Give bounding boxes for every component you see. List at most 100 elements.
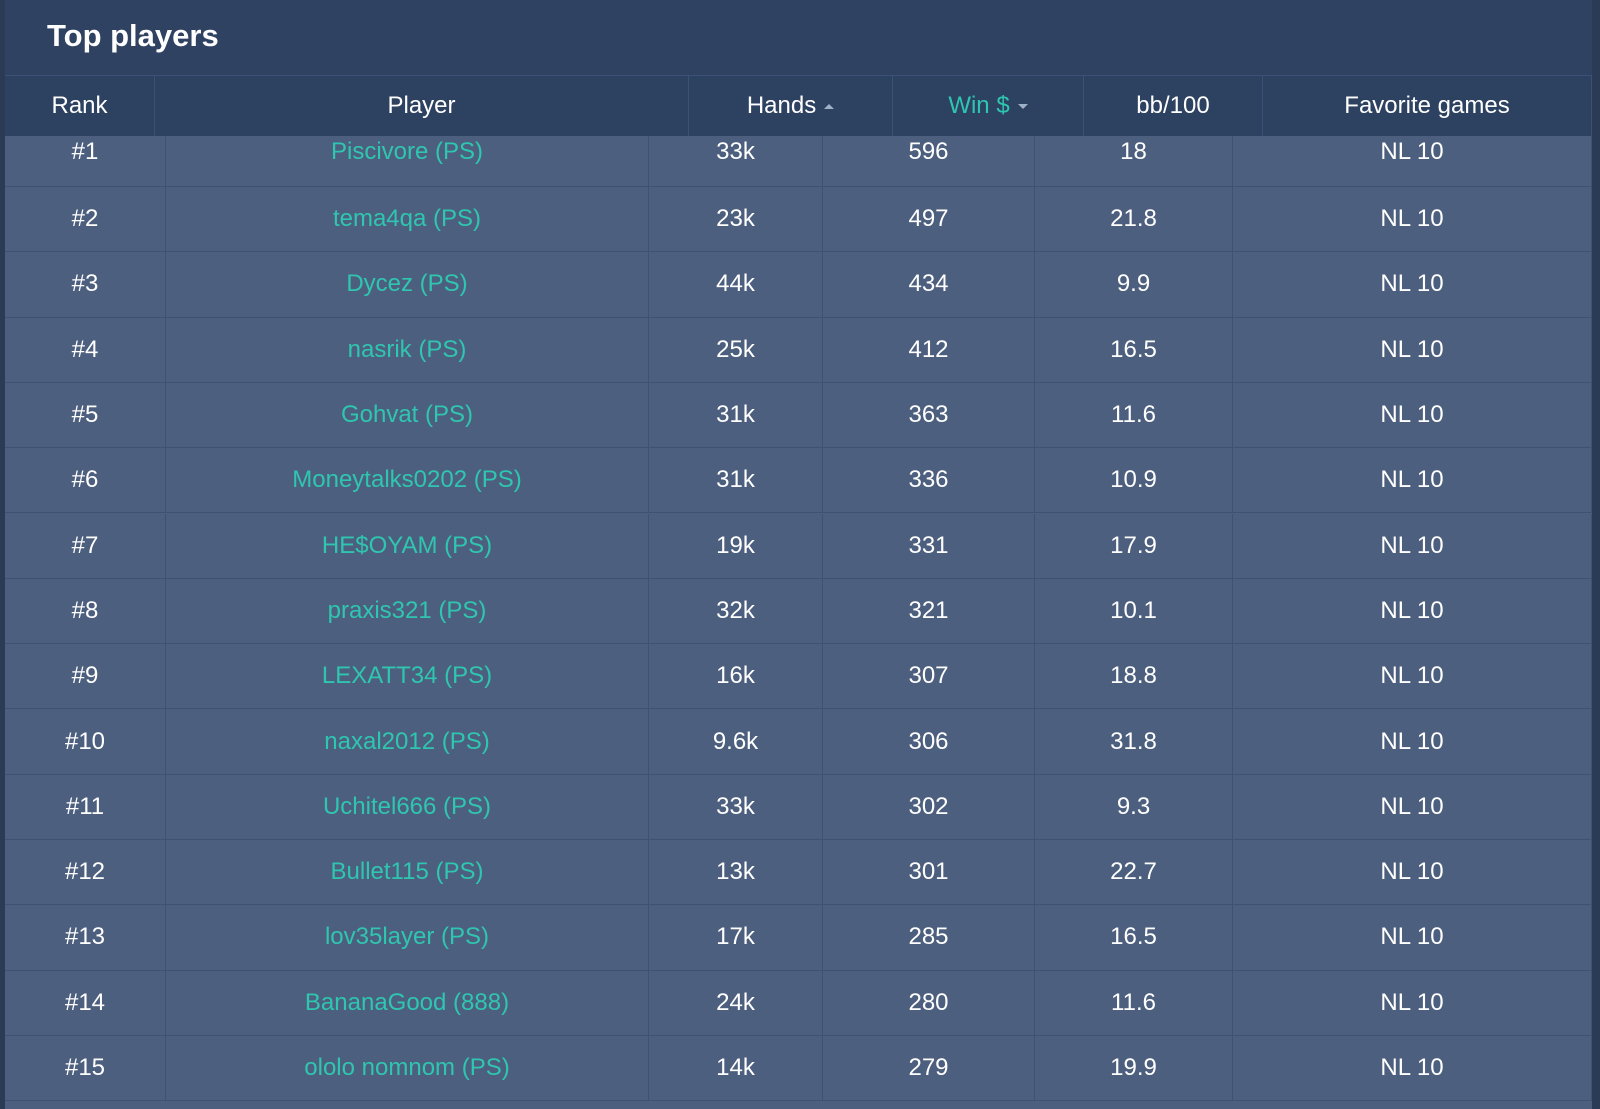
player-link[interactable]: Gohvat (PS) — [166, 382, 649, 449]
table-cell: NL 10 — [1233, 774, 1592, 840]
table-cell-text: NL 10 — [1380, 727, 1444, 755]
player-link-text[interactable]: Gohvat (PS) — [340, 401, 474, 429]
table-cell-text: #3 — [71, 270, 99, 298]
table-cell: 33k — [649, 774, 823, 840]
table-cell: 11.6 — [1035, 382, 1233, 449]
table-cell-text: 17.9 — [1110, 531, 1157, 559]
table-cell: 10.1 — [1035, 578, 1233, 645]
player-link-text[interactable]: nasrik (PS) — [347, 335, 467, 363]
table-cell-text: 32k — [716, 596, 755, 624]
table-cell: 17k — [649, 905, 823, 971]
table-cell: 31k — [649, 448, 823, 514]
table-cell: NL 10 — [1233, 1035, 1592, 1102]
column-header[interactable]: Hands — [689, 75, 893, 136]
table-cell: 301 — [823, 840, 1035, 906]
table-cell: NL 10 — [1233, 644, 1592, 710]
player-link[interactable]: Piscivore (PS) — [166, 136, 649, 187]
table-cell: 321 — [823, 578, 1035, 645]
player-link-text[interactable]: lov35layer (PS) — [324, 923, 490, 951]
column-header-text: Rank — [51, 92, 108, 119]
table-cell-text: #11 — [65, 792, 105, 820]
table-cell: NL 10 — [1233, 252, 1592, 318]
table-cell-text: 11.6 — [1111, 988, 1156, 1016]
column-header[interactable]: Win $ — [893, 75, 1084, 136]
table-cell: 23k — [649, 187, 823, 253]
table-cell-text: NL 10 — [1380, 138, 1444, 165]
table-cell-text: NL 10 — [1380, 401, 1444, 429]
player-link[interactable]: naxal2012 (PS) — [166, 709, 649, 775]
player-link[interactable]: praxis321 (PS) — [166, 578, 649, 645]
table-cell: 497 — [823, 187, 1035, 253]
panel: Top players Rank Player Hands Win $ bb/100 Fa… — [5, 0, 1592, 1109]
table-cell: 16k — [649, 644, 823, 710]
table-cell-text: 44k — [716, 270, 755, 298]
table-cell: 31k — [649, 382, 823, 449]
table-cell-text: 434 — [908, 270, 949, 298]
table-cell: NL 10 — [1233, 448, 1592, 514]
player-link-text[interactable]: LEXATT34 (PS) — [321, 662, 493, 690]
player-link-text[interactable]: Moneytalks0202 (PS) — [292, 466, 522, 494]
table-cell: 9.6k — [649, 709, 823, 775]
table-cell-text: 16.5 — [1110, 335, 1157, 363]
table-cell-text: #8 — [71, 596, 99, 624]
player-link-text[interactable]: Piscivore (PS) — [330, 138, 484, 165]
table-cell-text: 331 — [908, 531, 949, 559]
player-link-text[interactable]: Uchitel666 (PS) — [322, 792, 492, 820]
table-cell: 331 — [823, 513, 1035, 579]
table-cell: NL 10 — [1233, 513, 1592, 579]
table-cell-text: 596 — [908, 138, 949, 165]
table-cell: 306 — [823, 709, 1035, 775]
table-cell: #8 — [5, 578, 166, 645]
table-cell-text: 18.8 — [1110, 662, 1157, 690]
player-link[interactable]: Bullet115 (PS) — [166, 840, 649, 906]
table-cell-text: 33k — [716, 792, 755, 820]
table-cell-text: 336 — [908, 466, 949, 494]
table-cell-text: NL 10 — [1380, 531, 1444, 559]
table-cell: 33k — [649, 136, 823, 187]
table-cell-text: 25k — [716, 335, 755, 363]
player-link-text[interactable]: ololo nomnom (PS) — [304, 1054, 510, 1082]
player-link[interactable]: BananaGood (888) — [166, 970, 649, 1036]
player-link[interactable]: lov35layer (PS) — [166, 905, 649, 971]
table-cell: 412 — [823, 317, 1035, 383]
table-cell-text: #1 — [71, 138, 99, 165]
table-cell: 16.5 — [1035, 905, 1233, 971]
table-cell-text: #2 — [71, 205, 99, 233]
table-cell-text: 19k — [716, 531, 755, 559]
table-cell-text: NL 10 — [1380, 923, 1444, 951]
sort-arrow[interactable] — [824, 103, 835, 109]
player-link-text[interactable]: BananaGood (888) — [304, 988, 510, 1016]
player-link-text[interactable]: naxal2012 (PS) — [324, 727, 490, 755]
player-link-text[interactable]: Dycez (PS) — [346, 270, 468, 298]
player-link[interactable]: nasrik (PS) — [166, 317, 649, 383]
table-cell-text: #4 — [71, 335, 99, 363]
table-cell-text: #6 — [71, 466, 99, 494]
table-cell: 336 — [823, 448, 1035, 514]
player-link-text[interactable]: tema4qa (PS) — [332, 205, 482, 233]
table-cell-text: NL 10 — [1380, 205, 1444, 233]
player-link[interactable]: tema4qa (PS) — [166, 187, 649, 253]
player-link-text[interactable]: HE$OYAM (PS) — [321, 531, 493, 559]
table-cell: 18.8 — [1035, 644, 1233, 710]
player-link[interactable]: ololo nomnom (PS) — [166, 1035, 649, 1102]
table-cell: #14 — [5, 970, 166, 1036]
table-cell: 279 — [823, 1035, 1035, 1102]
panel-title: Top players — [47, 18, 219, 53]
player-link[interactable]: Dycez (PS) — [166, 252, 649, 318]
table-cell: 10.9 — [1035, 448, 1233, 514]
column-header-text[interactable]: Win $ — [948, 92, 1010, 119]
table-cell: 25k — [649, 317, 823, 383]
table-cell-text: 17k — [716, 923, 755, 951]
player-link-text[interactable]: Bullet115 (PS) — [330, 858, 484, 886]
player-link[interactable]: Uchitel666 (PS) — [166, 774, 649, 840]
sort-arrow[interactable] — [1017, 103, 1028, 109]
player-link[interactable]: HE$OYAM (PS) — [166, 513, 649, 579]
player-link-text[interactable]: praxis321 (PS) — [327, 596, 487, 624]
table-cell-text: 306 — [908, 727, 949, 755]
player-link[interactable]: Moneytalks0202 (PS) — [166, 448, 649, 514]
table-cell-text: 412 — [908, 335, 949, 363]
column-header-text[interactable]: Hands — [746, 92, 817, 119]
player-link[interactable]: LEXATT34 (PS) — [166, 644, 649, 710]
table-cell-text: 19.9 — [1110, 1054, 1157, 1082]
table-cell: 32k — [649, 578, 823, 645]
